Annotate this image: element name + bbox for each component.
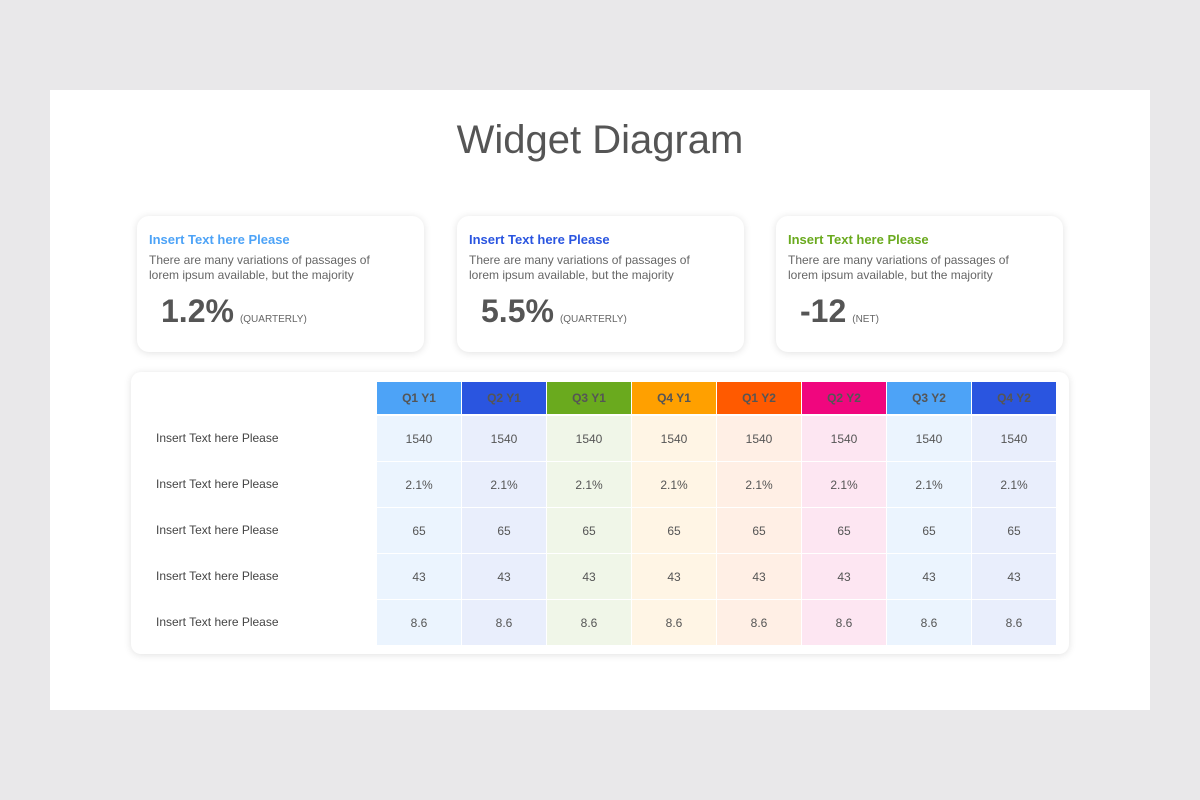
table-cell: 43 [632, 554, 716, 599]
table-cell: 1540 [802, 416, 886, 461]
card-body: There are many variations of passages of… [149, 253, 370, 282]
table-cell: 43 [462, 554, 546, 599]
table-cell: 8.6 [632, 600, 716, 645]
table-cell: 65 [887, 508, 971, 553]
card-unit: (NET) [852, 314, 879, 325]
table-cell: 1540 [632, 416, 716, 461]
column-header: Q1 Y1 [377, 382, 461, 414]
table-cell: 65 [547, 508, 631, 553]
table-cell: 1540 [462, 416, 546, 461]
card-unit: (QUARTERLY) [239, 314, 307, 325]
table-cell: 43 [377, 554, 461, 599]
column-header: Q4 Y2 [972, 382, 1056, 414]
table-cell: 1540 [377, 416, 461, 461]
card-unit: (QUARTERLY) [559, 314, 627, 325]
column-header: Q2 Y1 [462, 382, 546, 414]
row-label: Insert Text here Please [156, 431, 279, 445]
table-cell: 65 [802, 508, 886, 553]
card-body: There are many variations of passages of… [788, 253, 1009, 282]
card-value: -12 [800, 293, 847, 329]
row-label: Insert Text here Please [156, 477, 279, 491]
table-cell: 65 [717, 508, 801, 553]
table-cell: 43 [887, 554, 971, 599]
table-cell: 65 [632, 508, 716, 553]
table-cell: 8.6 [377, 600, 461, 645]
stat-card-1: Insert Text here Please There are many v… [137, 216, 424, 352]
table-cell: 43 [972, 554, 1056, 599]
table-cell: 2.1% [547, 462, 631, 507]
table-cell: 65 [377, 508, 461, 553]
table-cell: 2.1% [802, 462, 886, 507]
row-label: Insert Text here Please [156, 615, 279, 629]
table-cell: 1540 [972, 416, 1056, 461]
table-cell: 2.1% [632, 462, 716, 507]
table-cell: 8.6 [547, 600, 631, 645]
column-header: Q1 Y2 [717, 382, 801, 414]
table-cell: 2.1% [972, 462, 1056, 507]
column-header: Q3 Y1 [547, 382, 631, 414]
table-cell: 8.6 [802, 600, 886, 645]
row-label: Insert Text here Please [156, 523, 279, 537]
table-cell: 43 [802, 554, 886, 599]
table-cell: 8.6 [462, 600, 546, 645]
table-cell: 1540 [887, 416, 971, 461]
row-label: Insert Text here Please [156, 569, 279, 583]
table-cell: 8.6 [972, 600, 1056, 645]
card-heading: Insert Text here Please [149, 232, 290, 247]
table-cell: 65 [972, 508, 1056, 553]
table-cell: 2.1% [462, 462, 546, 507]
stat-card-3: Insert Text here Please There are many v… [776, 216, 1063, 352]
card-body: There are many variations of passages of… [469, 253, 690, 282]
card-value: 5.5% [481, 293, 554, 329]
table-cell: 65 [462, 508, 546, 553]
column-header: Q3 Y2 [887, 382, 971, 414]
table-cell: 43 [717, 554, 801, 599]
table-cell: 8.6 [717, 600, 801, 645]
card-heading: Insert Text here Please [788, 232, 929, 247]
table-cell: 2.1% [887, 462, 971, 507]
table-cell: 2.1% [717, 462, 801, 507]
table-cell: 1540 [717, 416, 801, 461]
card-heading: Insert Text here Please [469, 232, 610, 247]
column-header: Q2 Y2 [802, 382, 886, 414]
stat-card-2: Insert Text here Please There are many v… [457, 216, 744, 352]
table-cell: 2.1% [377, 462, 461, 507]
table-cell: 8.6 [887, 600, 971, 645]
column-header: Q4 Y1 [632, 382, 716, 414]
table-cell: 43 [547, 554, 631, 599]
table-cell: 1540 [547, 416, 631, 461]
card-value: 1.2% [161, 293, 234, 329]
page-title: Widget Diagram [456, 118, 744, 162]
